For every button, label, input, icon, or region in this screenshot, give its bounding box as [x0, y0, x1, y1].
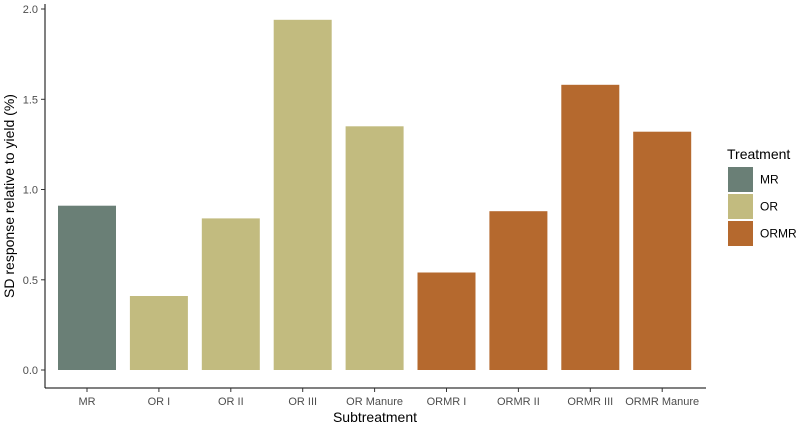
y-tick-label: 2.0 — [23, 4, 38, 16]
y-axis-title: SD response relative to yield (%) — [1, 94, 17, 298]
y-tick-label: 1.0 — [23, 185, 38, 197]
x-tick-label: ORMR III — [567, 396, 613, 408]
x-tick-label: OR II — [218, 396, 244, 408]
bar-ormr-iii — [561, 84, 620, 371]
legend-title: Treatment — [727, 146, 790, 162]
legend-label-mr: MR — [760, 173, 779, 187]
y-tick-label: 1.5 — [23, 94, 38, 106]
x-tick-label: OR III — [288, 396, 317, 408]
legend-label-or: OR — [760, 200, 778, 214]
bar-ormr-ii — [489, 211, 548, 370]
x-tick-label: ORMR II — [497, 396, 540, 408]
x-tick-label: ORMR Manure — [625, 396, 699, 408]
x-tick-label: ORMR I — [427, 396, 467, 408]
legend-swatch-mr — [728, 167, 753, 192]
y-tick-label: 0.5 — [23, 275, 38, 287]
bar-ormr-manure — [633, 131, 692, 370]
bar-or-i — [129, 296, 188, 370]
x-tick-label: MR — [78, 396, 95, 408]
bar-or-ii — [201, 218, 260, 370]
x-tick-label: OR Manure — [346, 396, 403, 408]
legend-swatch-ormr — [728, 221, 753, 246]
bar-ormr-i — [417, 272, 476, 370]
legend-label-ormr: ORMR — [760, 227, 797, 241]
x-ticks-group: MR OR I OR II OR III OR Manure ORMR I ORMR II O… — [78, 388, 699, 408]
y-ticks-group: 0.0 0.5 1.0 1.5 2.0 — [23, 4, 45, 377]
legend: Treatment MR OR ORMR — [727, 146, 797, 246]
y-tick-label: 0.0 — [23, 365, 38, 377]
bar-or-iii — [273, 19, 332, 371]
axes-group — [44, 4, 706, 389]
bar-or-manure — [345, 126, 404, 370]
bar-mr — [58, 205, 116, 370]
legend-swatch-or — [728, 194, 753, 219]
bars-group — [58, 19, 692, 371]
x-axis-title: Subtreatment — [333, 409, 417, 425]
x-tick-label: OR I — [148, 396, 171, 408]
